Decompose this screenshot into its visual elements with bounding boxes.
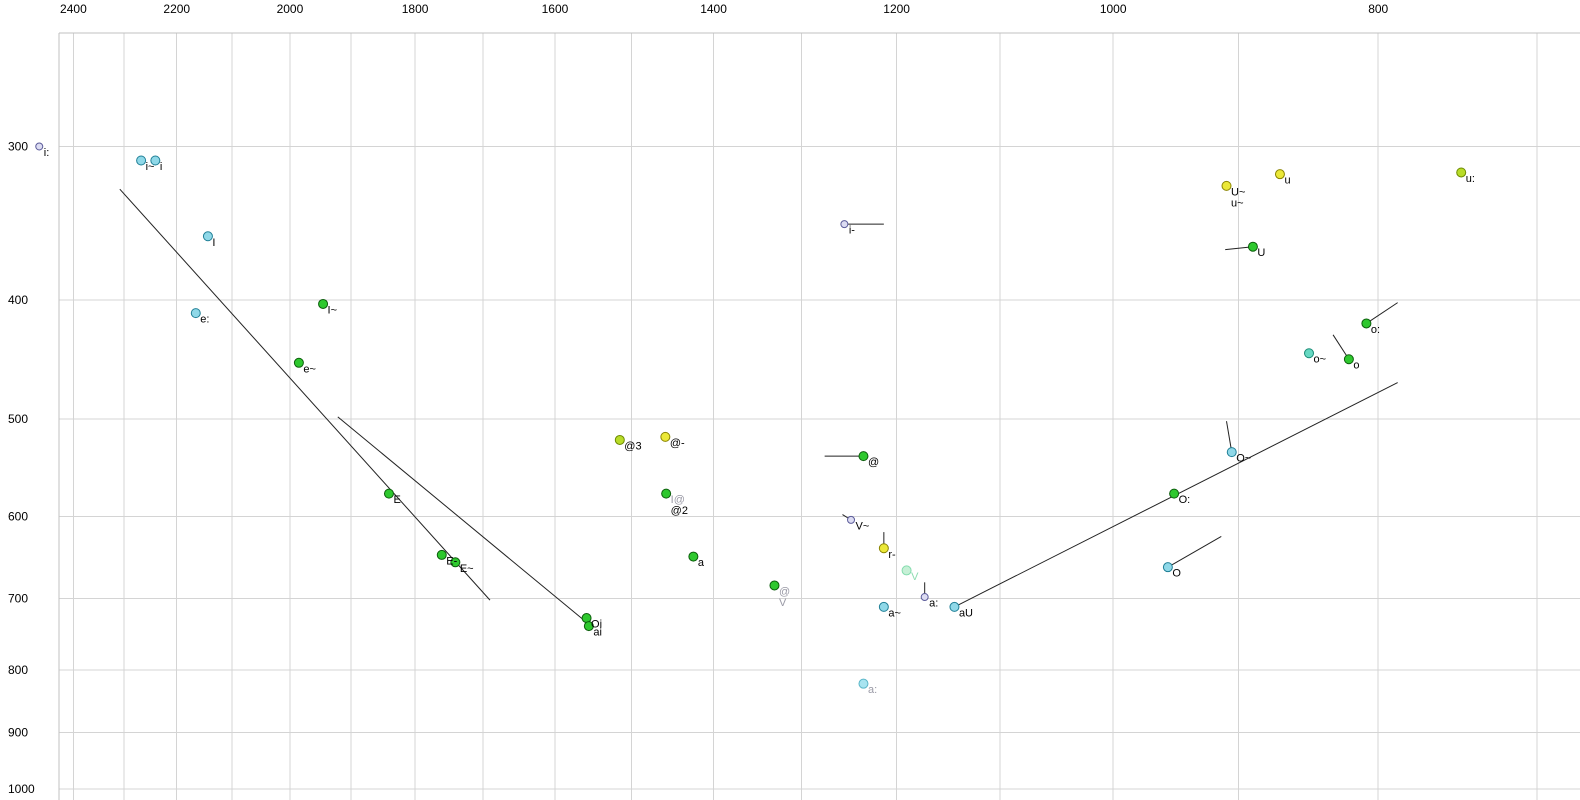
vowel-point-schwa3 (614, 434, 625, 445)
vowel-label-V-nasal: V~ (856, 520, 870, 532)
vowel-label-U-nasal-2: u~ (1231, 197, 1244, 209)
trajectory-line-2 (337, 416, 593, 628)
vowel-point-u-long (1456, 167, 1467, 178)
vowel-label-E-nasal: E~ (460, 563, 474, 575)
vowel-label-V-pale: V (911, 571, 919, 583)
vowel-label-u: u (1284, 175, 1290, 187)
vowel-point-i-bar (840, 220, 849, 229)
vowel-point-schwa-V (769, 580, 780, 591)
y-tick-label-1000: 1000 (8, 782, 35, 796)
vowel-label-schwa2: I@ (671, 494, 685, 506)
vowel-label-o: o (1353, 360, 1359, 372)
y-tick-label-900: 900 (8, 726, 28, 740)
y-tick-label-800: 800 (8, 663, 28, 677)
x-tick-label-1400: 1400 (700, 2, 727, 16)
vowel-point-u (1274, 169, 1285, 180)
vowel-label-schwa: @ (868, 457, 879, 469)
vowel-label-i-long: i: (44, 147, 50, 159)
vowel-label-r-bar: r- (888, 549, 896, 561)
vowel-point-e-long (190, 308, 201, 319)
trajectory-line-1 (119, 188, 491, 601)
x-tick-label-1000: 1000 (1100, 2, 1127, 16)
vowel-label-i-bar: i- (849, 225, 855, 237)
vowel-point-schwa2 (661, 488, 672, 499)
vowel-point-E (383, 488, 394, 499)
x-tick-label-2000: 2000 (277, 2, 304, 16)
y-tick-label-300: 300 (8, 139, 28, 153)
vowel-point-schwa (858, 451, 869, 462)
vowel-label-o-nasal: o~ (1314, 354, 1327, 366)
point-tail-o-long (1366, 302, 1398, 324)
vowel-label-i: i (160, 161, 162, 173)
vowel-point-O-nasal (1226, 447, 1237, 458)
vowel-point-E-nasal (450, 557, 461, 568)
point-tail-O (1167, 535, 1222, 568)
x-tick-label-1600: 1600 (542, 2, 569, 16)
vowel-label-U: U (1257, 247, 1265, 259)
y-tick-label-700: 700 (8, 592, 28, 606)
vowel-point-i-long (35, 142, 44, 151)
vowel-point-schwa-bar (660, 431, 671, 442)
point-tail-O-nasal (1226, 421, 1233, 453)
vowel-label-U-nasal: U~ (1231, 186, 1245, 198)
vowel-point-O-long (1169, 488, 1180, 499)
vowel-label-I-nasal: I~ (328, 304, 337, 316)
vowel-label-e-nasal: e~ (303, 363, 316, 375)
vowel-point-i (150, 155, 161, 166)
vowel-label-a-nasal: a~ (888, 607, 901, 619)
x-tick-label-1800: 1800 (402, 2, 429, 16)
vowel-label-E-bar: E- (446, 555, 457, 567)
vowel-point-ai (583, 621, 594, 632)
vowel-label-Oi: Oi (591, 619, 602, 631)
x-tick-label-2400: 2400 (60, 2, 87, 16)
vowel-label-schwa-V-2: V (779, 597, 787, 609)
vowel-point-a (688, 551, 699, 562)
vowel-label-a: a (698, 557, 705, 569)
vowel-label-E: E (393, 494, 400, 506)
vowel-point-o-long (1361, 318, 1372, 329)
vowel-point-e-nasal (293, 357, 304, 368)
vowel-label-I: I (212, 237, 215, 249)
vowel-point-aU (949, 601, 960, 612)
vowel-label-O-nasal: O~ (1236, 453, 1251, 465)
vowel-point-U (1247, 241, 1258, 252)
vowel-label-aU: aU (959, 607, 973, 619)
y-tick-label-600: 600 (8, 509, 28, 523)
vowel-label-a-long-low: a: (868, 684, 877, 696)
vowel-point-a-nasal (878, 601, 889, 612)
vowel-point-o (1343, 354, 1354, 365)
vowel-point-U-nasal (1221, 180, 1232, 191)
vowel-label-schwa3: @3 (624, 440, 641, 452)
x-tick-label-2200: 2200 (163, 2, 190, 16)
x-tick-label-800: 800 (1368, 2, 1388, 16)
vowel-point-o-nasal (1304, 348, 1315, 359)
x-tick-label-1200: 1200 (883, 2, 910, 16)
vowel-point-r-bar (878, 543, 889, 554)
vowel-label-O: O (1172, 568, 1181, 580)
vowel-label-schwa-bar: @- (670, 437, 685, 449)
vowel-label-ai: ai (593, 627, 602, 639)
vowel-point-I (202, 231, 213, 242)
vowel-point-i-nasal (136, 155, 147, 166)
vowel-label-schwa2-2: @2 (671, 505, 688, 517)
vowel-label-i-nasal: i~ (146, 161, 155, 173)
vowel-point-a-long-low (858, 678, 869, 689)
vowel-label-O-long: O: (1179, 494, 1191, 506)
vowel-label-e-long: e: (200, 314, 209, 326)
vowel-point-V-pale (901, 565, 912, 576)
vowel-point-I-nasal (318, 298, 329, 309)
vowel-label-a-long-mid: a: (929, 598, 938, 610)
y-tick-label-500: 500 (8, 412, 28, 426)
vowel-label-u-long: u: (1466, 173, 1475, 185)
vowel-label-o-long: o: (1371, 324, 1380, 336)
vowel-label-schwa-V: @ (779, 586, 790, 598)
vowel-point-O (1162, 562, 1173, 573)
vowel-point-V-nasal (847, 515, 856, 524)
vowel-point-E-bar (436, 549, 447, 560)
y-tick-label-400: 400 (8, 293, 28, 307)
vowel-point-a-long-mid (920, 593, 929, 602)
